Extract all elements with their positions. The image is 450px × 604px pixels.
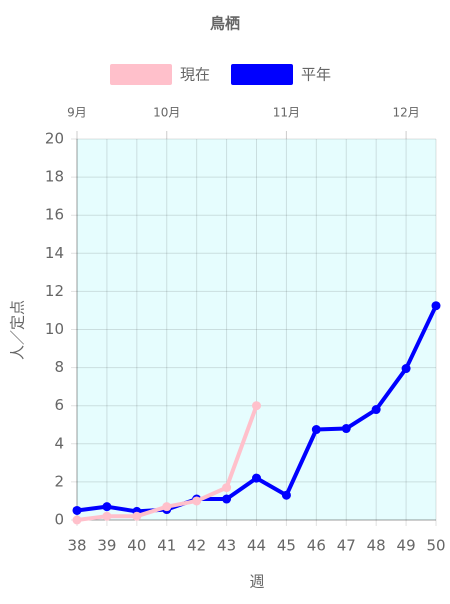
data-point: [102, 502, 112, 512]
plot-area: [77, 139, 436, 520]
legend-label: 平年: [301, 66, 331, 84]
data-point: [72, 505, 82, 515]
y-tick-label: 20: [45, 130, 64, 148]
x-tick-label: 46: [307, 537, 326, 555]
top-tick-label: 9月: [67, 106, 87, 120]
x-tick-label: 38: [67, 537, 86, 555]
x-tick-label: 40: [127, 537, 146, 555]
top-tick-label: 11月: [273, 106, 300, 120]
y-tick-label: 8: [54, 358, 64, 376]
x-tick-label: 44: [247, 537, 266, 555]
x-tick-label: 45: [277, 537, 296, 555]
data-point: [401, 364, 411, 374]
legend-label: 現在: [180, 66, 210, 84]
chart-title: 鳥栖: [210, 15, 240, 33]
data-point: [252, 401, 261, 411]
data-point: [192, 496, 202, 506]
data-point: [102, 511, 112, 521]
data-point: [252, 473, 261, 483]
x-tick-label: 49: [397, 537, 416, 555]
data-point: [371, 405, 381, 415]
data-point: [311, 425, 321, 435]
x-tick-label: 42: [187, 537, 206, 555]
x-tick-label: 43: [217, 537, 236, 555]
top-tick-label: 10月: [153, 106, 180, 120]
x-tick-label: 39: [97, 537, 116, 555]
y-tick-label: 2: [54, 472, 64, 490]
data-point: [431, 301, 441, 311]
y-tick-label: 18: [45, 168, 64, 186]
legend-swatch: [110, 64, 172, 85]
y-axis-title: 人／定点: [9, 300, 27, 360]
data-point: [281, 490, 291, 500]
y-tick-label: 6: [54, 396, 64, 414]
y-tick-label: 12: [45, 282, 64, 300]
data-point: [132, 511, 142, 521]
legend-swatch: [231, 64, 293, 85]
y-tick-label: 16: [45, 206, 64, 224]
x-tick-label: 48: [367, 537, 386, 555]
x-tick-label: 47: [337, 537, 356, 555]
x-tick-label: 50: [426, 537, 445, 555]
data-point: [341, 424, 351, 434]
x-axis-title: 週: [249, 573, 264, 591]
data-point: [72, 515, 82, 525]
top-tick-label: 12月: [392, 106, 419, 120]
y-tick-label: 14: [45, 244, 64, 262]
y-tick-label: 4: [54, 434, 64, 452]
x-tick-label: 41: [157, 537, 176, 555]
y-tick-label: 10: [45, 320, 64, 338]
data-point: [222, 483, 232, 493]
y-tick-label: 0: [54, 511, 64, 529]
data-point: [162, 502, 172, 512]
data-point: [222, 494, 232, 504]
